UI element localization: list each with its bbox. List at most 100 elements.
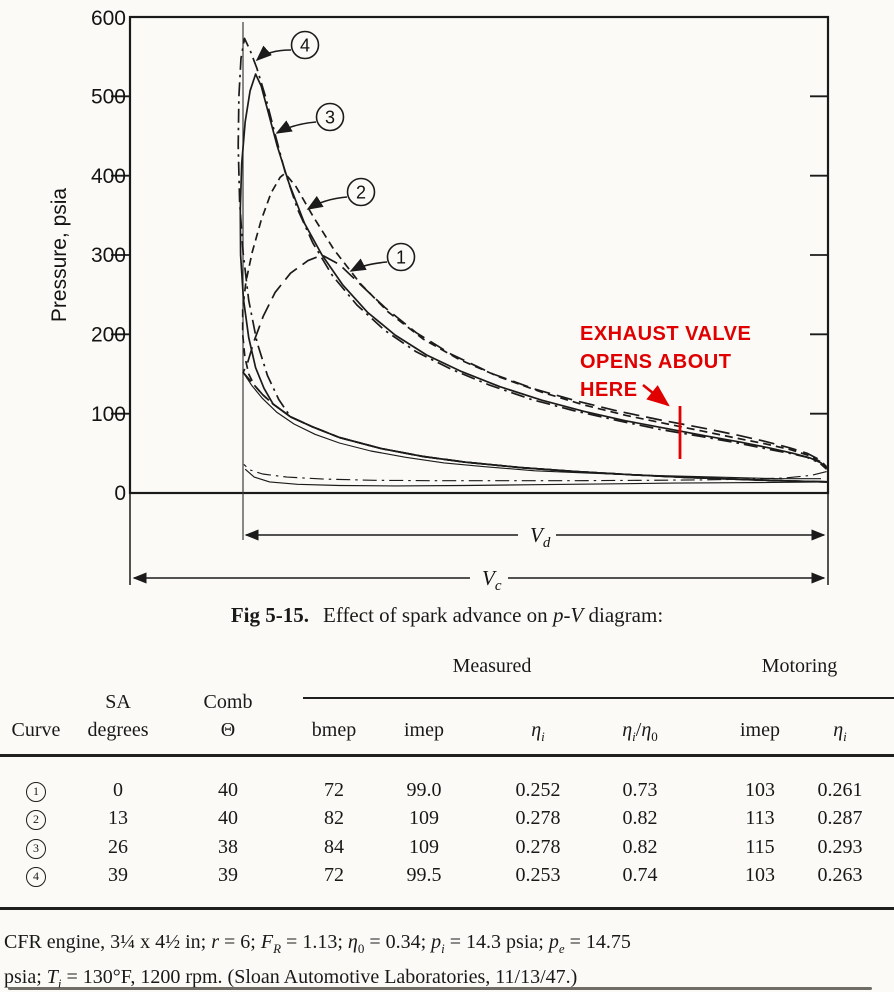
row2-eta-ratio: 0.82 (622, 807, 658, 829)
row1-eta-ratio: 0.73 (622, 779, 658, 801)
annotation-line-1: EXHAUST VALVE (580, 323, 751, 345)
y-axis-ticks-right (810, 95, 827, 415)
y-tick-500: 500 (91, 86, 126, 109)
column-header-curve: Curve (11, 719, 61, 741)
row1-sa: 0 (113, 779, 123, 801)
callout-label-4: 4 (300, 36, 310, 56)
row2-bmep: 82 (324, 807, 344, 829)
curve-exhaust (243, 463, 827, 482)
y-tick-600: 600 (91, 7, 126, 30)
engine-conditions-footnote: CFR engine, 3¼ x 4½ in; r = 6; FR = 1.13… (4, 928, 890, 992)
callout-label-1: 1 (396, 248, 406, 268)
row4-curve-number: 4 (0, 864, 72, 887)
row2-eta-i: 0.278 (515, 807, 561, 829)
annotation-line-3: HERE (580, 379, 638, 401)
curve-1 (242, 254, 829, 483)
vd-dimension: Vd (244, 523, 826, 551)
row3-bmep: 84 (324, 836, 344, 858)
row1-eta-i: 0.252 (515, 779, 561, 801)
row3-motoring-eta-i: 0.293 (817, 836, 863, 858)
column-header-motoring-imep: imep (740, 719, 780, 741)
scan-edge-artifact (8, 987, 872, 990)
caption-tail: diagram: (583, 603, 664, 627)
column-header-eta-ratio: ηi/η0 (622, 719, 658, 744)
row4-imep: 99.5 (406, 864, 442, 886)
row4-bmep: 72 (324, 864, 344, 886)
column-header-bmep: bmep (311, 719, 357, 741)
column-header-imep: imep (404, 719, 444, 741)
callout-arrow-3 (275, 120, 317, 134)
row3-comb: 38 (218, 836, 238, 858)
row2-motoring-eta-i: 0.287 (817, 807, 863, 829)
footnote-line-2: psia; Ti = 130°F, 1200 rpm. (Sloan Autom… (4, 966, 578, 991)
figure-caption: Fig 5-15. Effect of spark advance on p-V … (0, 603, 894, 628)
vd-label: Vd (530, 523, 551, 551)
pv-chart: 600 500 400 300 200 100 0 Pressure, psia… (48, 7, 830, 594)
row3-eta-ratio: 0.82 (622, 836, 658, 858)
header-separator-rule (0, 754, 894, 757)
row1-imep: 99.0 (406, 779, 442, 801)
annotation-line-2: OPENS ABOUT (580, 351, 731, 373)
column-header-sa-line2: degrees (87, 719, 149, 741)
row3-eta-i: 0.278 (515, 836, 561, 858)
curves-layer (237, 37, 829, 487)
measured-underline-rule (303, 697, 894, 699)
row1-curve-number: 1 (0, 779, 72, 802)
row3-curve-number: 3 (0, 836, 72, 859)
column-header-motoring-eta-i: ηi (833, 719, 847, 744)
y-axis-labels: 600 500 400 300 200 100 0 (91, 7, 126, 505)
vc-dimension: Vc (132, 566, 826, 594)
plot-border (128, 15, 830, 495)
row3-motoring-imep: 115 (745, 836, 775, 858)
y-tick-0: 0 (114, 482, 126, 505)
row4-motoring-imep: 103 (745, 864, 775, 886)
callout-arrow-4 (255, 45, 292, 62)
y-tick-300: 300 (91, 244, 126, 267)
caption-pv: p-V (552, 603, 584, 627)
caption-text: Effect of spark advance on (323, 603, 553, 627)
curve-4 (237, 37, 829, 483)
column-header-comb-line2: Θ (220, 719, 236, 741)
row4-comb: 39 (218, 864, 238, 886)
row4-sa: 39 (108, 864, 128, 886)
row1-comb: 40 (218, 779, 238, 801)
row4-motoring-eta-i: 0.263 (817, 864, 863, 886)
callout-circle-3 (315, 102, 345, 132)
footnote-line-1: CFR engine, 3¼ x 4½ in; r = 6; FR = 1.13… (4, 931, 631, 956)
row1-motoring-eta-i: 0.261 (817, 779, 863, 801)
vc-label: Vc (482, 566, 502, 594)
exhaust-valve-annotation: EXHAUST VALVE OPENS ABOUT HERE (580, 323, 751, 459)
group-header-measured: Measured (452, 655, 532, 677)
callout-arrow-2 (306, 195, 348, 210)
callout-circle-1 (386, 242, 416, 272)
annotation-arrow (642, 383, 670, 407)
y-axis-ticks-left (111, 95, 129, 415)
row2-motoring-imep: 113 (745, 807, 775, 829)
column-header-eta-i: ηi (531, 719, 545, 744)
row2-sa: 13 (108, 807, 128, 829)
row3-imep: 109 (409, 836, 439, 858)
group-header-motoring: Motoring (761, 655, 838, 677)
y-axis-title: Pressure, psia (48, 188, 71, 323)
callout-circle-4 (290, 30, 320, 60)
row2-curve-number: 2 (0, 807, 72, 830)
y-tick-100: 100 (91, 403, 126, 426)
y-tick-200: 200 (91, 324, 126, 347)
curve-intake (244, 468, 829, 487)
curve-3 (239, 73, 829, 483)
row3-sa: 26 (108, 836, 128, 858)
row4-eta-ratio: 0.74 (622, 864, 658, 886)
callout-circle-2 (346, 177, 376, 207)
curve-motoring (242, 372, 821, 480)
curve-callouts: 4 3 2 1 (255, 30, 416, 272)
row1-bmep: 72 (324, 779, 344, 801)
figure-number: Fig 5-15. (230, 603, 309, 627)
column-header-comb-line1: Comb (203, 691, 253, 713)
callout-arrow-1 (349, 258, 388, 272)
table-bottom-rule (0, 907, 894, 910)
callout-label-3: 3 (325, 108, 335, 128)
row2-imep: 109 (409, 807, 439, 829)
y-tick-400: 400 (91, 165, 126, 188)
column-header-sa-line1: SA (105, 691, 131, 713)
